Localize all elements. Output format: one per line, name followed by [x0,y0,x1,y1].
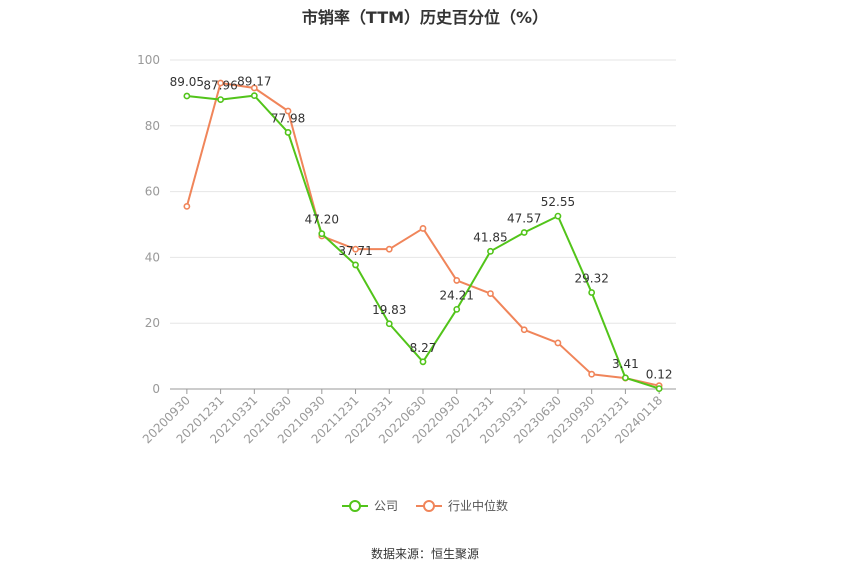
data-label: 47.20 [305,213,339,227]
chart-title: 市销率（TTM）历史百分位（%） [301,8,549,27]
legend-swatch-company [341,499,368,513]
data-labels: 89.05 87.96 89.17 77.98 47.20 37.71 19.83 8.27 2… [170,75,673,382]
data-point [318,230,326,238]
data-label: 52.55 [541,195,575,209]
data-point [284,129,292,136]
data-label: 24.21 [440,288,474,302]
y-tick-label: 80 [145,119,160,133]
data-point [352,261,359,269]
data-point [183,203,191,210]
data-point [419,358,427,366]
data-point [419,225,427,232]
data-point [554,339,562,347]
data-point [655,385,663,393]
data-label: 29.32 [574,272,608,286]
data-point [554,212,562,220]
data-point [352,245,359,253]
y-tick-label: 40 [145,250,160,264]
data-point [217,79,224,87]
data-point [250,84,258,92]
series [183,79,663,393]
y-tick-label: 20 [145,316,160,330]
data-point [453,277,461,284]
data-label: 89.05 [170,75,204,89]
data-point [588,370,596,378]
data-label: 37.71 [338,244,372,258]
y-tick-label: 100 [137,53,160,67]
data-point [217,96,224,104]
legend-label-industry-median: 行业中位数 [448,499,509,513]
data-point [284,107,292,115]
data-point [622,374,629,382]
legend-item-industry-median[interactable]: 行业中位数 [416,497,508,514]
legend-item-company[interactable]: 公司 [341,497,398,514]
y-tick-label: 0 [152,382,160,396]
data-point [520,326,528,334]
data-point [385,245,393,253]
data-label: 19.83 [372,303,406,317]
legend-label-company: 公司 [373,499,398,513]
data-point [487,290,494,297]
data-point [183,92,191,100]
data-point [385,320,393,328]
data-label: 47.57 [507,211,541,225]
data-point [520,229,528,236]
legend: 公司 行业中位数 [0,497,850,514]
data-point [250,92,258,100]
data-label: 41.85 [473,230,507,244]
y-tick-label: 60 [145,185,160,199]
data-label: 8.27 [410,341,437,355]
grid-lines [170,59,676,324]
data-label: 89.17 [237,75,271,89]
data-label: 3.41 [612,357,639,371]
data-point [487,247,494,255]
data-point [588,289,596,296]
axes: 0204060801002020093020201231202103312021… [137,53,676,446]
data-point [453,305,461,313]
legend-swatch-industry-median [416,499,442,513]
data-label: 77.98 [271,111,305,125]
source-note: 数据来源：恒生聚源 [370,547,479,561]
data-label: 0.12 [646,368,673,382]
data-label: 87.96 [203,79,237,93]
